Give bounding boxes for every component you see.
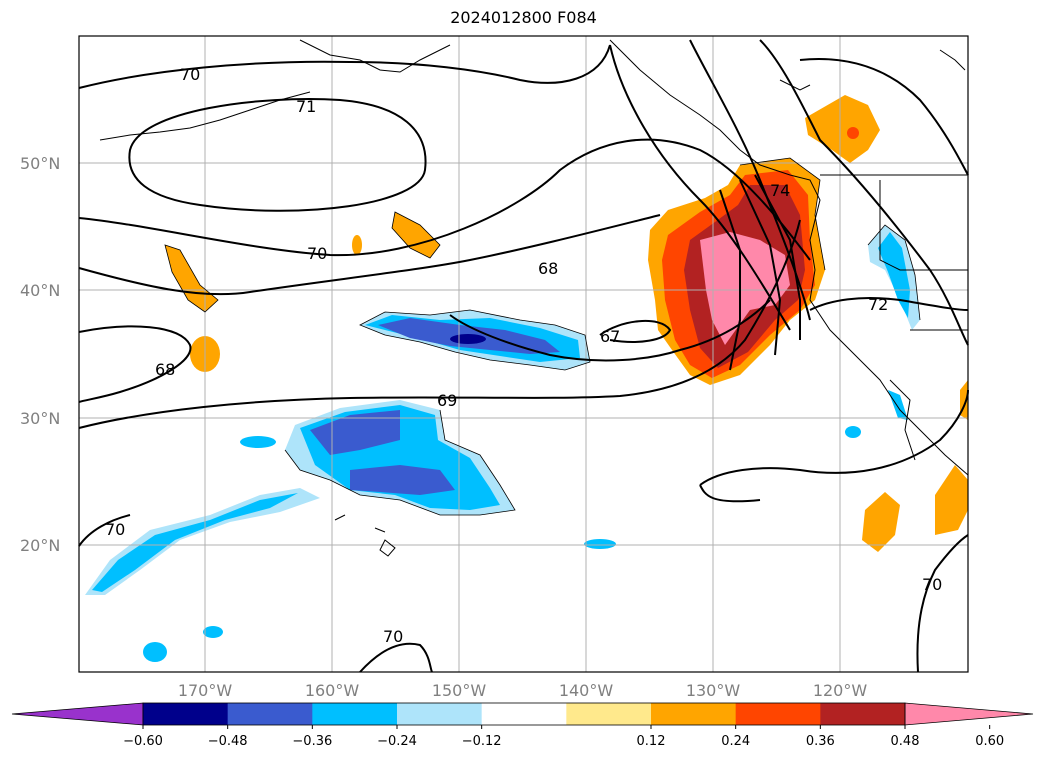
colorbar-tick-label: −0.36: [292, 734, 332, 749]
positive-anomaly-ne-core: [847, 127, 859, 139]
lat-label: 40°N: [20, 281, 60, 300]
negative-anomaly-small4: [203, 626, 223, 638]
negative-anomaly-small3: [143, 642, 167, 662]
contour-label: 72: [868, 295, 888, 314]
contour-label: 68: [155, 360, 175, 379]
colorbar-tick-label: 0.24: [721, 734, 750, 749]
contour-label: 69: [437, 391, 457, 410]
negative-anomaly-small2: [584, 539, 616, 549]
positive-anomaly-ne: [805, 95, 880, 163]
lon-label: 130°W: [686, 681, 741, 700]
positive-anomaly-se2: [935, 465, 968, 535]
negative-anomaly-central-core: [450, 334, 486, 344]
colorbar-tick-label: −0.24: [377, 734, 417, 749]
latitude-labels: 50°N 40°N 30°N 20°N: [20, 154, 60, 555]
negative-anomaly-band-mid: [92, 493, 298, 592]
map-title: 2024012800 F084: [450, 8, 597, 27]
lat-label: 20°N: [20, 536, 60, 555]
contour-label: 70: [307, 244, 327, 263]
negative-anomaly-east-core: [878, 232, 910, 318]
lat-label: 50°N: [20, 154, 60, 173]
contour-label: 70: [105, 520, 125, 539]
colorbar-segment: [312, 703, 398, 725]
negative-anomaly-small5: [845, 426, 861, 438]
lon-label: 160°W: [305, 681, 360, 700]
colorbar-frame: [142, 702, 906, 726]
colorbar-segment: [227, 703, 313, 725]
anomaly-outlines: [164, 157, 921, 516]
positive-anomaly-core: [700, 232, 790, 345]
negative-anomaly-south-inner: [310, 410, 455, 495]
lat-label: 30°N: [20, 409, 60, 428]
positive-anomaly-nw: [165, 245, 218, 312]
colorbar-tick-label: −0.12: [462, 734, 502, 749]
coastlines: [99, 39, 969, 557]
colorbar-tick-label: 0.48: [891, 734, 920, 749]
colorbar-tick-label: 0.12: [637, 734, 666, 749]
colorbar-segment: [820, 703, 906, 725]
lon-label: 150°W: [432, 681, 487, 700]
positive-anomaly-small2: [352, 235, 362, 255]
colorbar-extend-high: [904, 702, 1034, 726]
contour-label: 70: [180, 65, 200, 84]
longitude-labels: 170°W 160°W 150°W 140°W 130°W 120°W: [178, 681, 868, 700]
colorbar-tick-label: 0.60: [975, 734, 1004, 749]
contour-label: 70: [922, 575, 942, 594]
contour-label: 70: [383, 627, 403, 646]
colorbar-segment: [143, 703, 229, 725]
contour-labels: 70 71 70 68 68 67 69 70 70 72 74 70: [105, 65, 942, 646]
graticule: [79, 36, 968, 672]
map-frame: [78, 35, 969, 673]
lon-label: 170°W: [178, 681, 233, 700]
colorbar-tick-label: 0.36: [806, 734, 835, 749]
colorbar-segment: [651, 703, 737, 725]
lon-label: 140°W: [559, 681, 614, 700]
lon-label: 120°W: [813, 681, 868, 700]
colorbar-segment: [397, 703, 483, 725]
negative-anomaly-small1: [240, 436, 276, 448]
positive-anomaly-se: [862, 492, 900, 552]
colorbar-segment: [735, 703, 821, 725]
contour-label: 71: [296, 97, 316, 116]
colorbar-segment: [481, 703, 567, 725]
contour-label: 67: [600, 327, 620, 346]
colorbar: −0.60 −0.48 −0.36 −0.24 −0.12 0.12 0.24 0.36 0.4…: [11, 702, 1034, 749]
positive-anomaly-nw2: [392, 212, 440, 258]
colorbar-segment: [566, 703, 652, 725]
filled-anomalies: [85, 95, 968, 662]
colorbar-extend-low: [11, 702, 144, 726]
height-contours: [78, 39, 969, 673]
colorbar-tick-label: −0.48: [208, 734, 248, 749]
colorbar-tick-label: −0.60: [123, 734, 163, 749]
contour-label: 68: [538, 259, 558, 278]
contour-label: 74: [770, 181, 790, 200]
negative-anomaly-band: [85, 488, 320, 595]
